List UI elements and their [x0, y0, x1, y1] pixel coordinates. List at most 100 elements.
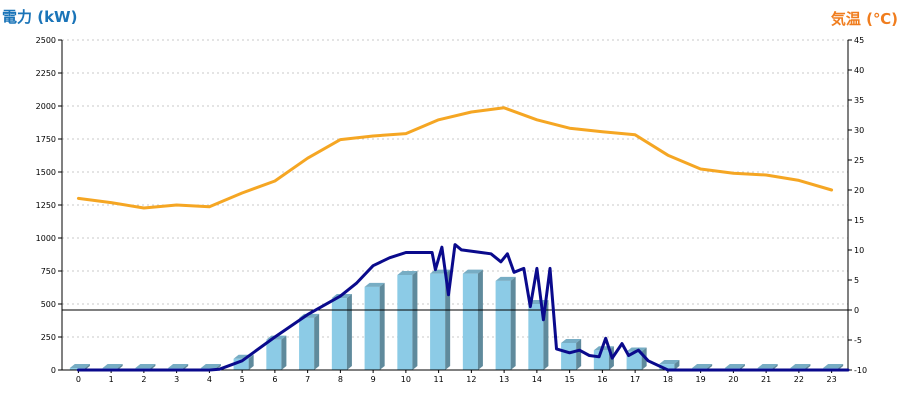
- right-tick-label: -10: [854, 366, 867, 375]
- left-tick-label: 500: [41, 300, 56, 309]
- bar-top: [102, 364, 123, 369]
- right-tick-label: 10: [854, 246, 864, 255]
- bar-top: [692, 364, 713, 369]
- bar-top: [397, 270, 418, 275]
- left-tick-label: 750: [41, 267, 56, 276]
- left-tick-label: 2500: [36, 36, 56, 45]
- x-tick-label: 18: [663, 375, 673, 384]
- x-tick-label: 2: [141, 375, 146, 384]
- x-tick-label: 22: [794, 375, 804, 384]
- right-tick-label: -5: [854, 336, 862, 345]
- bar-front: [233, 358, 249, 370]
- x-tick-label: 6: [272, 375, 277, 384]
- x-tick-label: 23: [827, 375, 837, 384]
- bar-top: [135, 364, 156, 369]
- bar-side: [379, 282, 385, 370]
- x-tick-label: 3: [174, 375, 179, 384]
- bar-front: [299, 317, 315, 370]
- bar: [397, 270, 418, 370]
- grid-lines: [62, 39, 848, 338]
- right-tick-label: 40: [854, 66, 864, 75]
- x-tick-label: 4: [207, 375, 212, 384]
- bar-top: [168, 364, 189, 369]
- left-tick-label: 1500: [36, 168, 56, 177]
- bar-front: [364, 286, 380, 370]
- right-tick-label: 0: [854, 306, 859, 315]
- bar-side: [412, 270, 418, 370]
- bar: [659, 360, 680, 370]
- bar-top: [364, 282, 385, 287]
- bar: [495, 276, 516, 370]
- x-tick-label: 13: [499, 375, 509, 384]
- bar: [331, 294, 352, 370]
- bar-front: [528, 304, 544, 370]
- left-tick-label: 1000: [36, 234, 56, 243]
- bar-front: [397, 274, 413, 370]
- bar: [364, 282, 385, 370]
- right-tick-label: 20: [854, 186, 864, 195]
- x-tick-label: 20: [728, 375, 738, 384]
- bar-top: [561, 338, 582, 343]
- bar-top: [659, 360, 680, 365]
- bar-top: [69, 364, 90, 369]
- right-tick-label: 45: [854, 36, 864, 45]
- x-tick-label: 11: [434, 375, 444, 384]
- x-tick-label: 8: [338, 375, 343, 384]
- bar-series: [69, 269, 844, 370]
- x-tick-label: 16: [597, 375, 607, 384]
- bar-top: [757, 364, 778, 369]
- bar-front: [462, 273, 478, 370]
- bar-top: [200, 364, 221, 369]
- bar-front: [430, 273, 446, 370]
- bar: [299, 313, 320, 370]
- x-tick-label: 1: [109, 375, 114, 384]
- bar-top: [528, 300, 549, 304]
- x-tick-label: 19: [696, 375, 706, 384]
- x-tick-label: 9: [371, 375, 376, 384]
- bar-top: [495, 276, 516, 281]
- x-tick-label: 21: [761, 375, 771, 384]
- x-tick-label: 5: [240, 375, 245, 384]
- temperature-line: [76, 106, 834, 210]
- bar-side: [346, 294, 352, 370]
- bar-side: [510, 276, 516, 370]
- bar-side: [674, 360, 680, 370]
- line-series: [76, 106, 850, 372]
- left-tick-label: 0: [51, 366, 56, 375]
- bar-front: [495, 280, 511, 370]
- left-tick-label: 1750: [36, 135, 56, 144]
- x-tick-label: 14: [532, 375, 542, 384]
- bar-side: [576, 338, 582, 370]
- right-tick-label: 30: [854, 126, 864, 135]
- right-axis-title: 気温 (℃): [831, 10, 898, 28]
- bar-top: [823, 364, 844, 369]
- right-tick-label: 25: [854, 156, 864, 165]
- bar-front: [659, 364, 675, 370]
- bar-front: [331, 298, 347, 370]
- bar: [561, 338, 582, 370]
- x-tick-label: 7: [305, 375, 310, 384]
- left-tick-label: 250: [41, 333, 56, 342]
- tick-labels: 02505007501000125015001750200022502500-1…: [36, 36, 867, 384]
- right-tick-label: 15: [854, 216, 864, 225]
- left-axis-title: 電力 (kW): [2, 8, 77, 26]
- bar-front: [561, 342, 577, 370]
- bar: [266, 335, 287, 370]
- x-tick-label: 17: [630, 375, 640, 384]
- power-line: [76, 243, 850, 372]
- bar-top: [790, 364, 811, 369]
- x-tick-label: 12: [466, 375, 476, 384]
- left-tick-label: 1250: [36, 201, 56, 210]
- bar-top: [462, 269, 483, 274]
- bar-front: [266, 339, 282, 370]
- right-tick-label: 5: [854, 276, 859, 285]
- right-tick-label: 35: [854, 96, 864, 105]
- bar-side: [248, 354, 254, 370]
- x-tick-label: 0: [76, 375, 81, 384]
- left-tick-label: 2250: [36, 69, 56, 78]
- left-tick-label: 2000: [36, 102, 56, 111]
- bar-side: [477, 269, 483, 370]
- bar: [462, 269, 483, 370]
- bar-top: [724, 364, 745, 369]
